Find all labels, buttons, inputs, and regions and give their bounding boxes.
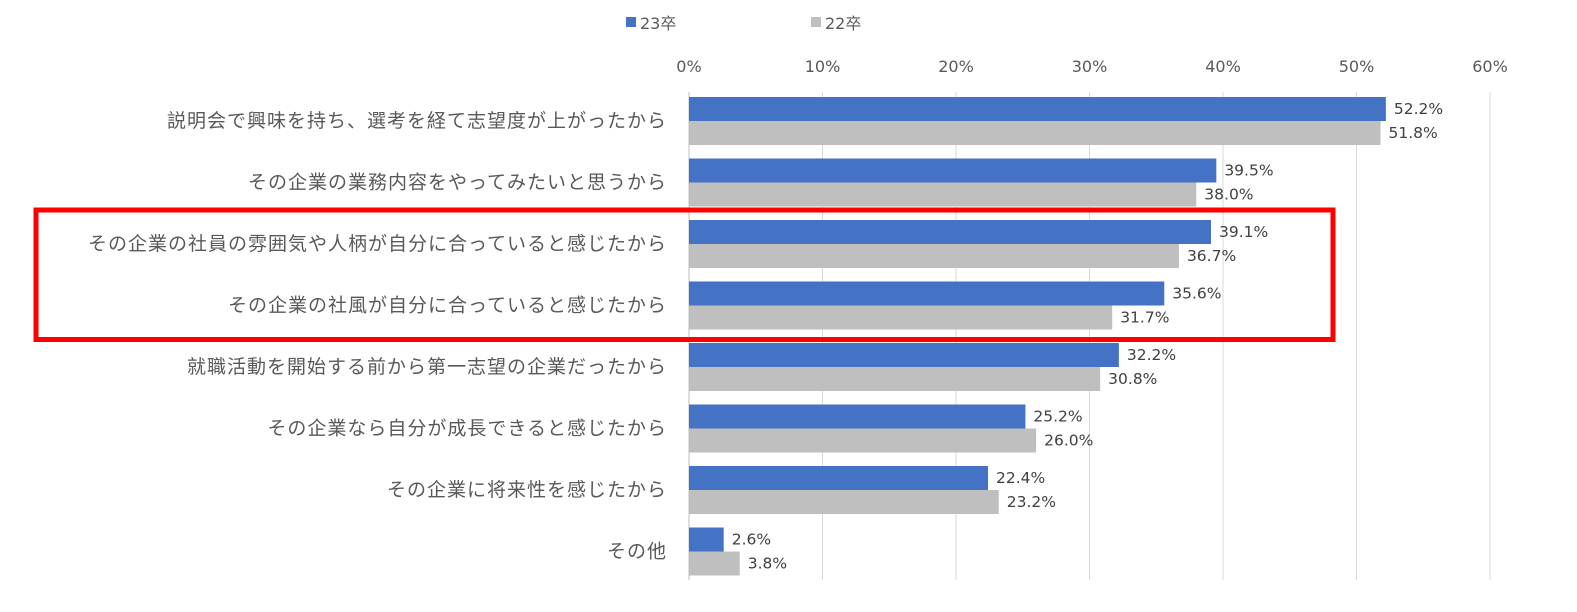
x-tick-label: 30%	[1072, 57, 1108, 76]
bar-series-2	[689, 182, 1197, 207]
bar-series-1	[689, 281, 1165, 306]
data-label: 51.8%	[1389, 124, 1438, 142]
bar-series-1	[689, 466, 989, 490]
labels: 52.2% 51.8% 説明会で興味を持ち、選考を経て志望度が上がったから 39.5%…	[88, 100, 1443, 573]
data-label: 3.8%	[748, 555, 787, 573]
data-label: 52.2%	[1394, 100, 1443, 118]
bar-series-1	[689, 220, 1211, 244]
bar-series-2	[689, 490, 999, 514]
category-label: その企業の業務内容をやってみたいと思うから	[248, 172, 667, 194]
x-tick-label: 40%	[1205, 57, 1241, 76]
bar-series-1	[689, 343, 1119, 367]
data-label: 38.0%	[1204, 186, 1253, 204]
data-label: 39.5%	[1224, 162, 1273, 180]
bar-series-2	[689, 367, 1101, 391]
bar-series-2	[689, 244, 1179, 268]
x-tick-label: 0%	[676, 57, 701, 76]
bar-series-1	[689, 404, 1026, 429]
category-label: 就職活動を開始する前から第一志望の企業だったから	[187, 356, 667, 378]
category-label: その企業の社風が自分に合っていると感じたから	[228, 295, 667, 317]
data-label: 2.6%	[732, 531, 771, 549]
legend-swatch	[811, 17, 821, 27]
legend-label: 22卒	[825, 14, 861, 33]
x-tick-label: 20%	[938, 57, 974, 76]
category-label: その企業の社員の雰囲気や人柄が自分に合っていると感じたから	[88, 233, 667, 255]
data-label: 36.7%	[1187, 247, 1236, 265]
data-label: 30.8%	[1108, 370, 1157, 388]
category-label: その企業なら自分が成長できると感じたから	[267, 418, 667, 440]
bar-series-1	[689, 158, 1217, 183]
data-label: 22.4%	[996, 469, 1045, 487]
x-axis: 0% 10% 20% 30% 40% 50% 60%	[676, 57, 1507, 76]
bar-series-2	[689, 121, 1381, 145]
category-label: その企業に将来性を感じたから	[387, 479, 667, 501]
legend: 23卒 22卒	[626, 14, 861, 33]
data-label: 31.7%	[1120, 309, 1169, 327]
category-label: 説明会で興味を持ち、選考を経て志望度が上がったから	[167, 110, 667, 132]
bar-series-1	[689, 97, 1386, 121]
x-tick-label: 10%	[805, 57, 841, 76]
data-label: 23.2%	[1007, 493, 1056, 511]
data-label: 26.0%	[1044, 432, 1093, 450]
data-label: 35.6%	[1172, 285, 1221, 303]
data-label: 32.2%	[1127, 346, 1176, 364]
data-label: 39.1%	[1219, 223, 1268, 241]
x-tick-label: 50%	[1339, 57, 1375, 76]
bar-series-2	[689, 551, 740, 576]
bar-series-1	[689, 527, 724, 552]
data-label: 25.2%	[1033, 408, 1082, 426]
bar-series-2	[689, 305, 1113, 330]
x-tick-label: 60%	[1472, 57, 1508, 76]
highlight-box	[33, 207, 1336, 342]
bar-series-2	[689, 428, 1037, 453]
legend-label: 23卒	[640, 14, 676, 33]
category-label: その他	[607, 541, 667, 563]
highlight-group	[33, 207, 1336, 342]
bars	[689, 97, 1386, 576]
legend-swatch	[626, 17, 636, 27]
